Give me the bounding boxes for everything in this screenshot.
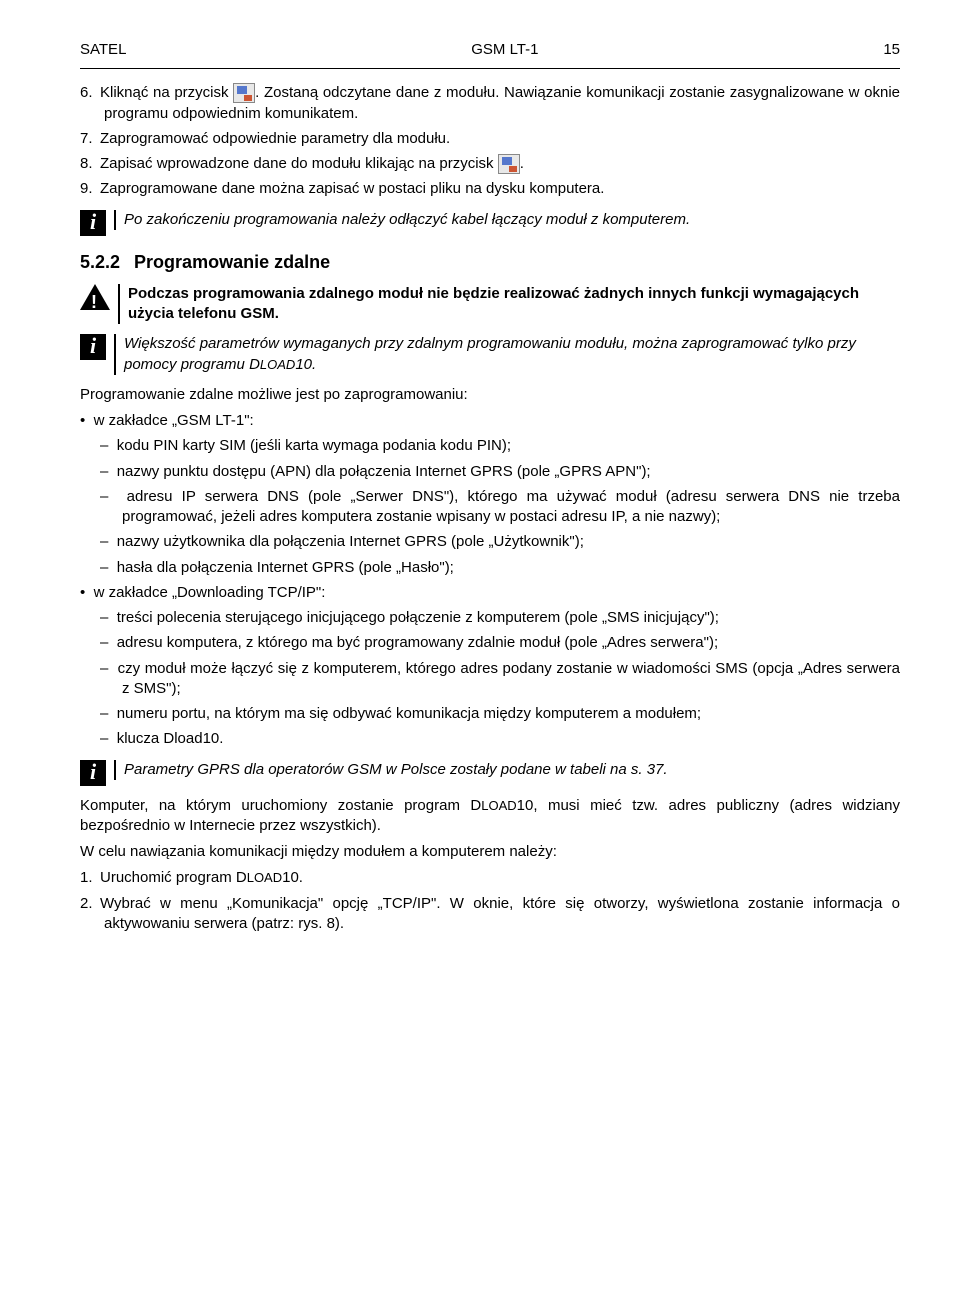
info-text: Parametry GPRS dla operatorów GSM w Pols… — [114, 760, 900, 780]
step-9: 9.Zaprogramowane dane można zapisać w po… — [80, 179, 900, 199]
tail-step-2: 2.Wybrać w menu „Komunikacja" opcję „TCP… — [80, 894, 900, 935]
sub-bullet: nazwy użytkownika dla połączenia Interne… — [100, 532, 900, 552]
header-left: SATEL — [80, 40, 126, 60]
intro-line: Programowanie zdalne możliwe jest po zap… — [80, 385, 900, 405]
section-number: 5.2.2 — [80, 250, 120, 274]
sub-bullet: klucza Dload10. — [100, 729, 900, 749]
bullet-downloading-tcpip: w zakładce „Downloading TCP/IP": — [80, 583, 900, 603]
info-icon: i — [80, 210, 106, 236]
info-text: Większość parametrów wymaganych przy zda… — [114, 334, 900, 375]
warning-note: Podczas programowania zdalnego moduł nie… — [80, 284, 900, 325]
header-page-number: 15 — [883, 40, 900, 60]
sub-bullet: adresu IP serwera DNS (pole „Serwer DNS"… — [100, 487, 900, 528]
header-center: GSM LT-1 — [471, 40, 538, 60]
info-icon: i — [80, 334, 106, 360]
tail-paragraph-1: Komputer, na którym uruchomiony zostanie… — [80, 796, 900, 837]
header-rule — [80, 68, 900, 69]
sub-bullet: nazwy punktu dostępu (APN) dla połączeni… — [100, 462, 900, 482]
sub-bullet: hasła dla połączenia Internet GPRS (pole… — [100, 558, 900, 578]
tail-paragraph-2: W celu nawiązania komunikacji między mod… — [80, 842, 900, 862]
sub-bullet: kodu PIN karty SIM (jeśli karta wymaga p… — [100, 436, 900, 456]
sub-bullet: czy moduł może łączyć się z komputerem, … — [100, 659, 900, 700]
tail-step-1: 1.Uruchomić program DLOAD10. — [80, 868, 900, 888]
page-header: SATEL GSM LT-1 15 — [80, 40, 900, 60]
info-note-1: i Po zakończeniu programowania należy od… — [80, 210, 900, 236]
section-heading: 5.2.2 Programowanie zdalne — [80, 250, 900, 274]
read-module-icon — [233, 83, 255, 103]
info-text: Po zakończeniu programowania należy odłą… — [114, 210, 900, 230]
write-module-icon — [498, 154, 520, 174]
step-7: 7.Zaprogramować odpowiednie parametry dl… — [80, 129, 900, 149]
section-title: Programowanie zdalne — [134, 250, 330, 274]
step-8: 8.Zapisać wprowadzone dane do modułu kli… — [80, 154, 900, 174]
sub-bullet: numeru portu, na którym ma się odbywać k… — [100, 704, 900, 724]
warning-icon — [80, 284, 110, 310]
step-6: 6.Kliknąć na przycisk . Zostaną odczytan… — [80, 83, 900, 124]
info-icon: i — [80, 760, 106, 786]
warning-text: Podczas programowania zdalnego moduł nie… — [118, 284, 900, 325]
sub-bullet: treści polecenia sterującego inicjująceg… — [100, 608, 900, 628]
info-note-2: i Większość parametrów wymaganych przy z… — [80, 334, 900, 375]
sub-bullet: adresu komputera, z którego ma być progr… — [100, 633, 900, 653]
bullet-gsm-lt1: w zakładce „GSM LT-1": — [80, 411, 900, 431]
info-note-3: i Parametry GPRS dla operatorów GSM w Po… — [80, 760, 900, 786]
